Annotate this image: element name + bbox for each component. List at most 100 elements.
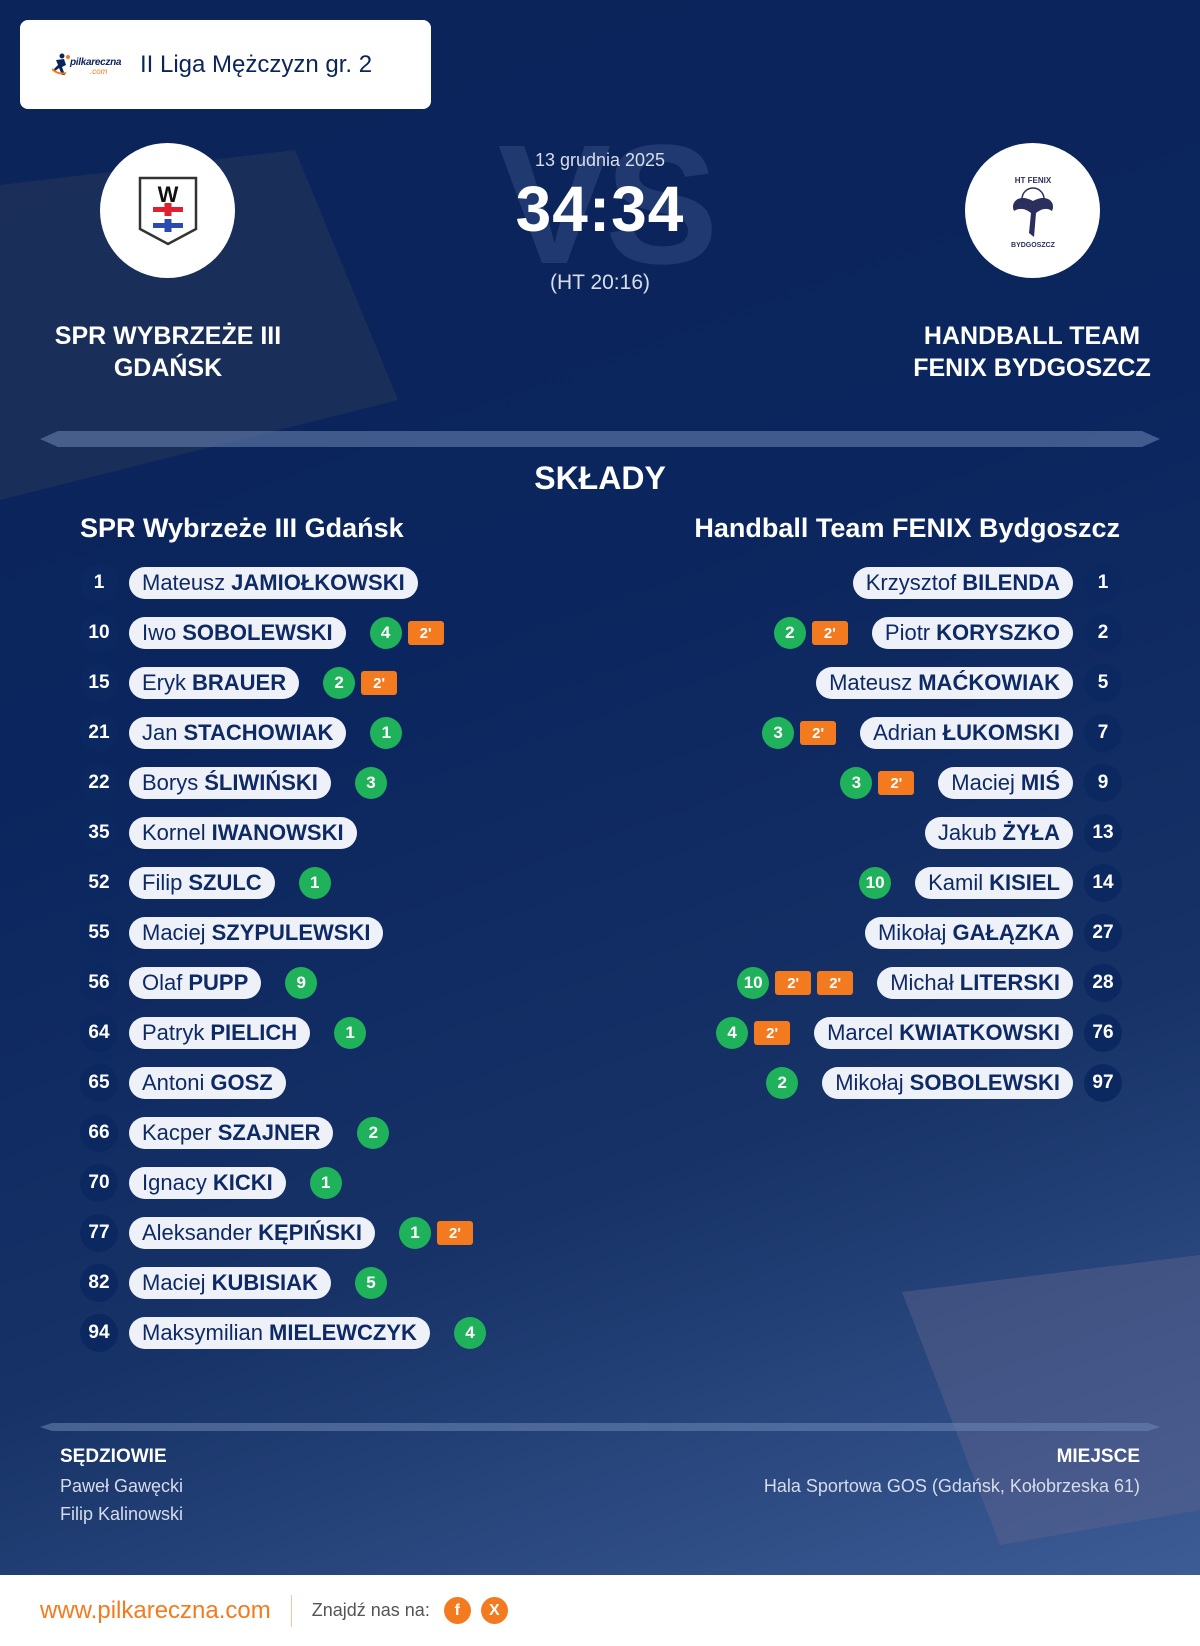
home-squad-title: SPR Wybrzeże III Gdańsk (80, 513, 404, 543)
player-name-pill[interactable]: Antoni GOSZ (129, 1067, 286, 1099)
goals-badge: 3 (762, 717, 795, 749)
player-name-pill[interactable]: Ignacy KICKI (129, 1167, 286, 1199)
player-name-pill[interactable]: Mateusz MAĆKOWIAK (816, 667, 1073, 699)
player-first-name: Mikołaj (835, 1070, 904, 1095)
player-name-pill[interactable]: Krzysztof BILENDA (852, 567, 1073, 599)
two-minute-penalty-badge: 2' (361, 671, 398, 695)
home-team-name-line2: GDAŃSK (113, 354, 223, 382)
player-number-badge: 5 (1084, 664, 1122, 702)
away-team-name-line2: FENIX BYDGOSZCZ (913, 354, 1151, 382)
player-last-name: MIELEWCZYK (269, 1320, 417, 1345)
player-number-badge: 82 (80, 1264, 118, 1302)
player-number-badge: 97 (1084, 1064, 1122, 1102)
player-name-pill[interactable]: Kornel IWANOWSKI (129, 817, 357, 849)
player-stats: 3 2' (840, 767, 915, 799)
player-name-pill[interactable]: Kamil KISIEL (915, 867, 1073, 899)
player-stats: 2 2' (323, 667, 398, 699)
vs-watermark: VS (497, 110, 719, 300)
away-team-logo[interactable]: HT FENIX BYDGOSZCZ (965, 143, 1100, 278)
two-minute-penalty-badge: 2' (878, 771, 915, 795)
home-roster: 1 Mateusz JAMIOŁKOWSKI 10 Iwo SOBOLEWSKI 4 2' 15… (80, 558, 486, 1358)
two-minute-penalty-badge: 2' (800, 721, 837, 745)
player-last-name: PIELICH (210, 1020, 298, 1045)
referees-label: SĘDZIOWIE (60, 1446, 167, 1467)
player-number-badge: 7 (1084, 714, 1122, 752)
website-link[interactable]: www.pilkareczna.com (40, 1596, 271, 1624)
player-last-name: KUBISIAK (211, 1270, 318, 1295)
player-name-pill[interactable]: Maciej KUBISIAK (129, 1267, 331, 1299)
player-name-pill[interactable]: Aleksander KĘPIŃSKI (129, 1217, 375, 1249)
match-card: VS pilkareczna .com II Liga Mężczyzn gr.… (0, 0, 1200, 1575)
two-minute-penalty-badge: 2' (437, 1221, 473, 1245)
player-row: 35 Kornel IWANOWSKI (80, 808, 486, 858)
player-name-pill[interactable]: Mikołaj GAŁĄZKA (864, 917, 1073, 949)
player-name-pill[interactable]: Eryk BRAUER (129, 667, 300, 699)
player-first-name: Kamil (928, 870, 984, 895)
player-number-badge: 10 (80, 614, 118, 652)
player-row: 15 Eryk BRAUER 2 2' (80, 658, 486, 708)
goals-badge: 1 (334, 1017, 367, 1049)
facebook-icon[interactable]: f (443, 1597, 471, 1624)
player-first-name: Maciej (951, 770, 1015, 795)
player-row: 1 Mateusz JAMIOŁKOWSKI (80, 558, 486, 608)
player-last-name: ŻYŁA (1002, 820, 1060, 845)
player-name-pill[interactable]: Jan STACHOWIAK (129, 717, 347, 749)
player-row: 27 Mikołaj GAŁĄZKA (716, 908, 1122, 958)
player-last-name: ŁUKOMSKI (942, 720, 1060, 745)
player-row: 22 Borys ŚLIWIŃSKI 3 (80, 758, 486, 808)
pilkareczna-logo[interactable]: pilkareczna .com (50, 51, 121, 79)
player-number-badge: 13 (1084, 814, 1122, 852)
player-row: 13 Jakub ŻYŁA (716, 808, 1122, 858)
player-last-name: MIŚ (1020, 770, 1060, 795)
goals-badge: 4 (716, 1017, 749, 1049)
logo-domain: .com (90, 66, 108, 76)
player-row: 2 Piotr KORYSZKO 2 2' (716, 608, 1122, 658)
venue-name: Hala Sportowa GOS (Gdańsk, Kołobrzeska 6… (763, 1476, 1140, 1496)
player-name-pill[interactable]: Maciej MIŚ (938, 767, 1073, 799)
player-name-pill[interactable]: Michał LITERSKI (877, 967, 1073, 999)
player-first-name: Maksymilian (142, 1320, 264, 1345)
player-name-pill[interactable]: Filip SZULC (129, 867, 275, 899)
player-stats: 4 2' (369, 617, 444, 649)
player-name-pill[interactable]: Marcel KWIATKOWSKI (814, 1017, 1073, 1049)
x-icon[interactable]: X (480, 1597, 508, 1624)
player-name-pill[interactable]: Mateusz JAMIOŁKOWSKI (129, 567, 418, 599)
player-number-badge: 35 (80, 814, 118, 852)
player-last-name: PUPP (188, 970, 249, 995)
player-first-name: Maciej (142, 1270, 206, 1295)
home-team-logo[interactable]: W (100, 143, 235, 278)
player-first-name: Borys (142, 770, 199, 795)
away-roster: 1 Krzysztof BILENDA 2 Piotr KORYSZKO 2 2' 5 Mateu… (716, 558, 1122, 1108)
player-last-name: IWANOWSKI (211, 820, 344, 845)
player-name-pill[interactable]: Mikołaj SOBOLEWSKI (822, 1067, 1073, 1099)
player-name-pill[interactable]: Olaf PUPP (129, 967, 262, 999)
player-name-pill[interactable]: Borys ŚLIWIŃSKI (129, 767, 331, 799)
player-row: 70 Ignacy KICKI 1 (80, 1158, 486, 1208)
player-number-badge: 22 (80, 764, 118, 802)
halftime-score: (HT 20:16) (550, 271, 650, 294)
svg-text:W: W (157, 182, 178, 207)
player-first-name: Marcel (827, 1020, 894, 1045)
goals-badge: 9 (285, 967, 318, 999)
player-name-pill[interactable]: Iwo SOBOLEWSKI (129, 617, 346, 649)
player-row: 56 Olaf PUPP 9 (80, 958, 486, 1008)
player-name-pill[interactable]: Maksymilian MIELEWCZYK (129, 1317, 430, 1349)
player-first-name: Mateusz (142, 570, 226, 595)
player-name-pill[interactable]: Kacper SZAJNER (129, 1117, 334, 1149)
player-name-pill[interactable]: Maciej SZYPULEWSKI (129, 917, 384, 949)
player-row: 76 Marcel KWIATKOWSKI 4 2' (716, 1008, 1122, 1058)
player-first-name: Ignacy (142, 1170, 207, 1195)
player-name-pill[interactable]: Jakub ŻYŁA (924, 817, 1073, 849)
player-number-badge: 2 (1084, 614, 1122, 652)
player-name-pill[interactable]: Adrian ŁUKOMSKI (860, 717, 1073, 749)
player-last-name: KORYSZKO (936, 620, 1060, 645)
home-team-name-line1: SPR WYBRZEŻE III (54, 322, 282, 350)
player-first-name: Iwo (142, 620, 177, 645)
player-last-name: SOBOLEWSKI (182, 620, 333, 645)
player-number-badge: 70 (80, 1164, 118, 1202)
two-minute-penalty-badge: 2' (775, 971, 812, 995)
player-name-pill[interactable]: Patryk PIELICH (129, 1017, 311, 1049)
player-last-name: SZULC (188, 870, 262, 895)
goals-badge: 1 (399, 1217, 431, 1249)
player-name-pill[interactable]: Piotr KORYSZKO (871, 617, 1073, 649)
